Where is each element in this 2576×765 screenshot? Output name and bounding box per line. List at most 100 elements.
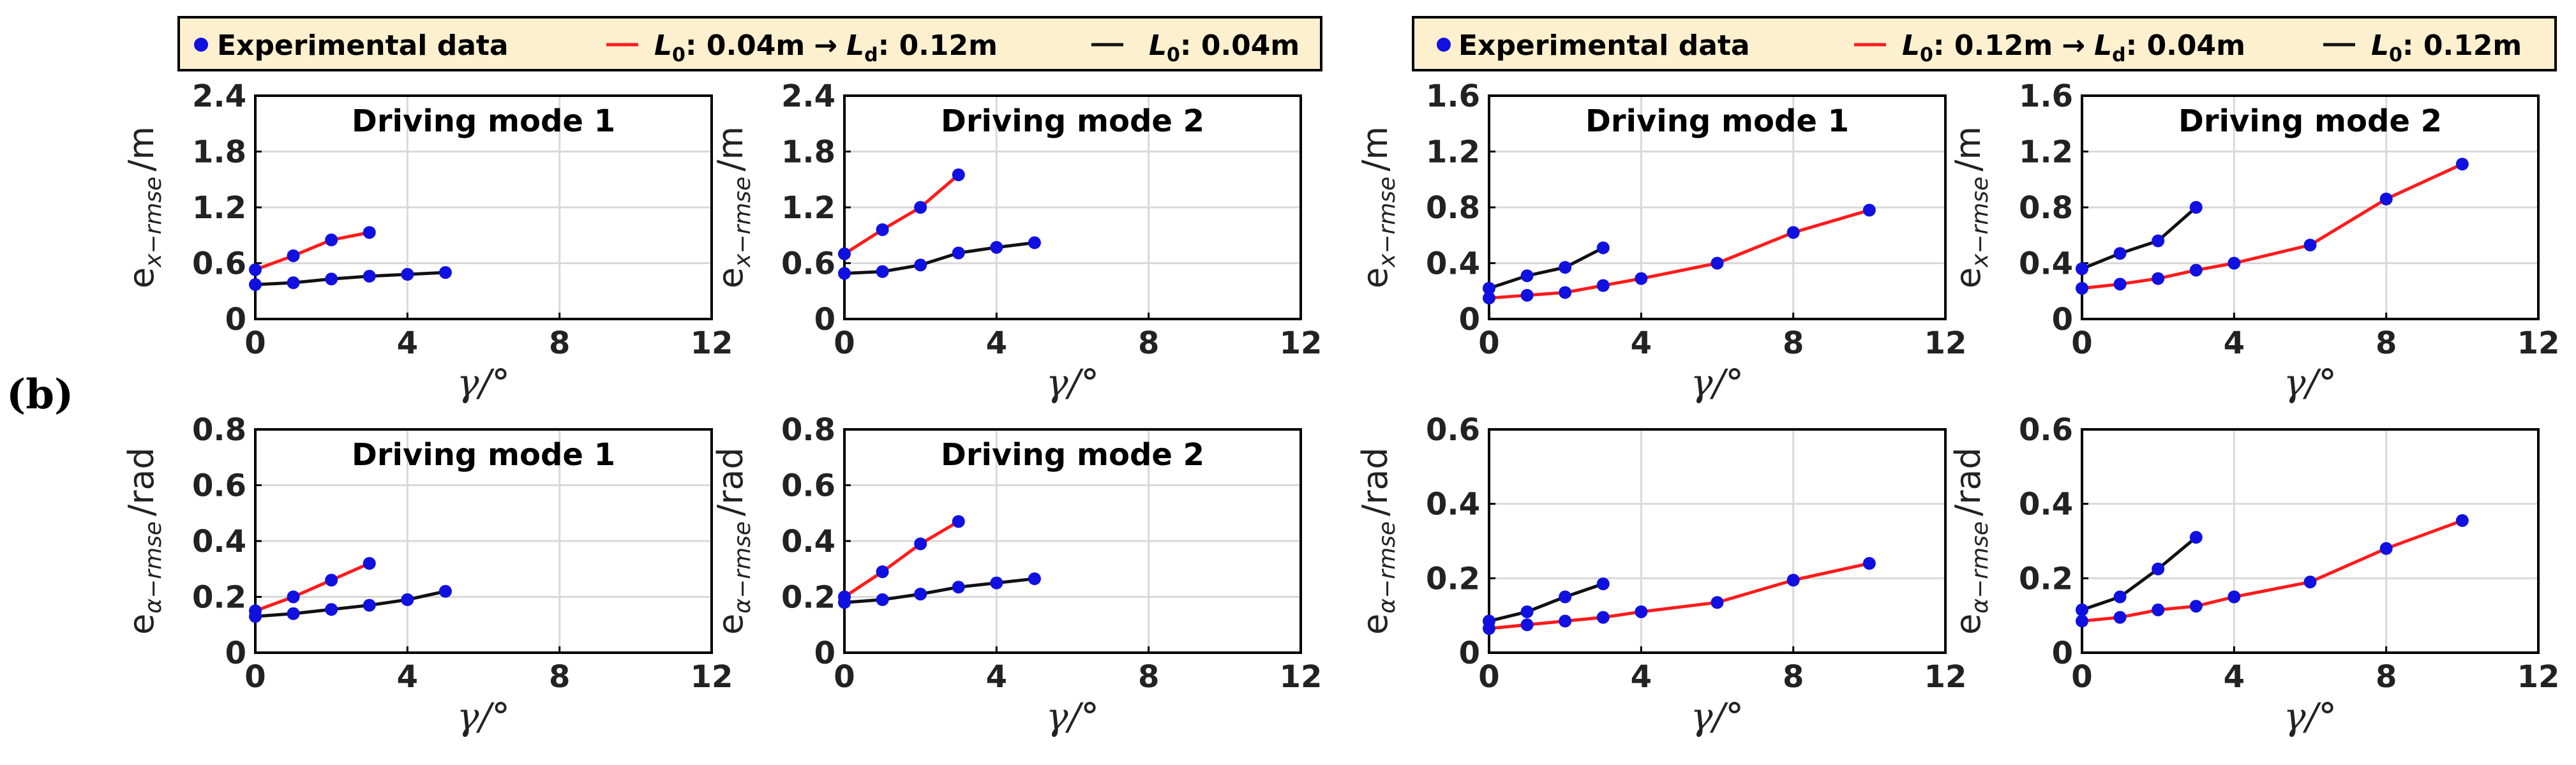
x-axis-label: γ/°	[1046, 695, 1099, 738]
data-point	[990, 576, 1003, 590]
plot-title: Driving mode 2	[941, 437, 1204, 473]
y-tick-label: 0.2	[1426, 561, 1480, 597]
plot-area	[2082, 429, 2538, 653]
data-point	[287, 590, 300, 604]
data-point	[914, 258, 927, 272]
y-tick-label: 2.4	[192, 78, 246, 114]
data-point	[363, 598, 376, 612]
y-axis-label: eα−rmse/rad	[710, 447, 756, 635]
data-point	[1596, 611, 1610, 624]
legend-right: Experimental data L0: 0.12m → Ld: 0.04m L0…	[1412, 16, 2557, 71]
data-point	[2455, 158, 2469, 171]
y-tick-label: 0	[814, 635, 835, 671]
series-red	[838, 168, 965, 260]
y-tick-label: 0.8	[781, 412, 835, 448]
x-axis-label: γ/°	[2284, 695, 2337, 738]
x-axis-label: γ/°	[1046, 361, 1099, 405]
data-point	[2152, 234, 2165, 248]
y-tick-label: 0.4	[2019, 246, 2073, 282]
data-point	[2152, 562, 2165, 576]
y-tick-label: 0.4	[1426, 246, 1480, 282]
data-point	[2076, 281, 2088, 295]
data-point	[838, 247, 851, 260]
legend-left: Experimental data L0: 0.04m → Ld: 0.12m L0…	[177, 16, 1322, 71]
series-red	[2076, 158, 2469, 295]
y-tick-label: 0.4	[2019, 487, 2073, 523]
series-black	[838, 572, 1041, 609]
data-point	[1559, 286, 1572, 299]
y-axis-label: eα−rmse/rad	[1948, 447, 1993, 635]
x-axis-label: γ/°	[1691, 361, 1744, 405]
legend-right-red-label: L0: 0.12m → Ld: 0.04m	[1902, 29, 2245, 66]
data-point	[249, 610, 262, 623]
plot-title: Driving mode 2	[2178, 103, 2442, 139]
y-tick-label: 0.8	[192, 412, 246, 448]
x-axis-label: γ/°	[1691, 695, 1744, 738]
y-tick-label: 0.6	[192, 246, 246, 282]
data-point	[952, 515, 965, 528]
data-point	[914, 588, 927, 601]
subplot-8: 0 4 8 12 0 0.2 0.4 0.6 γ/° eα−rmse/rad	[1948, 412, 2559, 738]
series-red	[249, 226, 376, 276]
y-tick-label: 0	[2052, 302, 2073, 338]
data-point	[1559, 261, 1572, 274]
data-point	[325, 603, 338, 616]
plot-title: Driving mode 1	[352, 103, 615, 139]
y-tick-label: 0.4	[192, 524, 246, 560]
x-tick-label: 4	[397, 325, 418, 361]
subplot-1: 0 4 8 12 0 0.6 1.2 1.8 2.4 γ/° ex−rmse/m Driving mo…	[121, 78, 733, 405]
data-point	[2379, 542, 2393, 555]
data-point	[1862, 204, 1876, 217]
data-point	[438, 266, 452, 279]
legend-right-dot-label: Experimental data	[1458, 29, 1750, 62]
x-tick-label: 12	[2517, 659, 2560, 695]
x-tick-label: 8	[2376, 325, 2397, 361]
data-point	[1596, 241, 1610, 255]
series-black	[1483, 241, 1610, 295]
x-tick-label: 0	[2071, 659, 2092, 695]
x-tick-label: 8	[549, 325, 570, 361]
data-point	[2228, 590, 2241, 604]
y-tick-label: 1.2	[2019, 135, 2073, 170]
data-point	[1520, 269, 1534, 283]
data-point	[401, 593, 414, 606]
y-tick-label: 0.6	[781, 246, 835, 282]
data-point	[876, 565, 889, 579]
x-tick-label: 12	[691, 325, 733, 361]
data-point	[1786, 574, 1800, 587]
data-point	[363, 226, 376, 239]
plot-title: Driving mode 2	[941, 103, 1204, 139]
y-axis-label: ex−rmse/m	[710, 126, 756, 288]
series-red	[1483, 204, 1876, 305]
data-point	[1786, 226, 1800, 239]
data-point	[325, 272, 338, 286]
x-tick-label: 12	[691, 659, 733, 695]
plot-frame	[2081, 428, 2540, 654]
y-axis-label: eα−rmse/rad	[121, 447, 167, 635]
plot-title: Driving mode 1	[1585, 103, 1849, 139]
x-tick-label: 4	[986, 659, 1007, 695]
plot-title: Driving mode 1	[352, 437, 615, 473]
data-point	[2189, 264, 2203, 277]
y-tick-label: 0	[1459, 302, 1480, 338]
data-point	[1711, 256, 1724, 270]
x-tick-label: 8	[1783, 659, 1804, 695]
x-axis-label: γ/°	[457, 361, 510, 405]
data-point	[914, 537, 927, 551]
data-point	[838, 267, 851, 280]
x-tick-label: 8	[1138, 659, 1159, 695]
series-red	[1483, 557, 1876, 635]
data-point	[438, 584, 452, 598]
data-point	[287, 607, 300, 620]
data-point	[325, 234, 338, 247]
data-point	[1520, 605, 1534, 618]
subplot-grid: 0 4 8 12 0 0.6 1.2 1.8 2.4 γ/° ex−rmse/m Driving mo…	[121, 78, 2559, 738]
data-point	[1483, 292, 1495, 305]
data-point	[876, 593, 889, 606]
data-point	[2189, 201, 2203, 214]
data-point	[2152, 272, 2165, 285]
series-line	[2081, 536, 2198, 612]
y-tick-label: 1.8	[781, 135, 835, 170]
y-tick-label: 2.4	[781, 78, 835, 114]
